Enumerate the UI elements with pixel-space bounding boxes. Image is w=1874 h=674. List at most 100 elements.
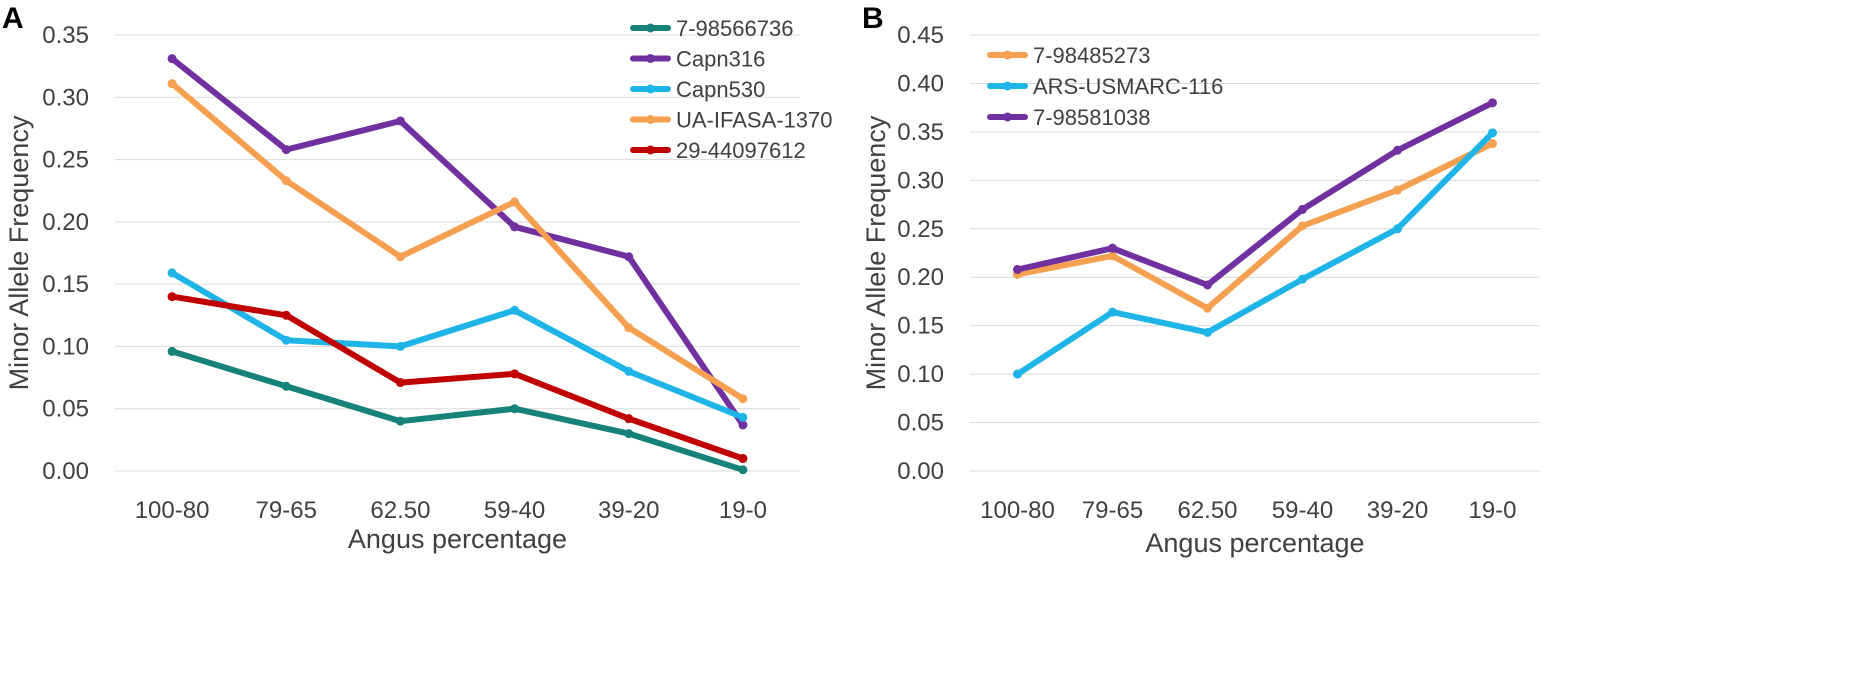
data-point-b-2	[1298, 204, 1307, 214]
y-tick-label-b: 0.00	[897, 458, 944, 485]
data-point-a-1	[510, 222, 520, 232]
data-point-b-0	[1108, 251, 1117, 261]
data-point-a-3	[167, 79, 177, 89]
data-point-a-0	[738, 465, 748, 475]
data-point-b-1	[1203, 327, 1212, 337]
data-point-a-0	[510, 404, 520, 414]
y-tick-label-b: 0.35	[897, 119, 944, 146]
y-tick-label-b: 0.15	[897, 313, 944, 340]
legend-marker-b-1	[1003, 81, 1012, 91]
data-point-a-2	[395, 341, 405, 351]
data-point-b-0	[1298, 221, 1307, 231]
data-point-a-4	[167, 292, 177, 302]
y-axis-title-a: Minor Allele Frequency	[4, 115, 34, 390]
data-point-a-0	[624, 429, 634, 439]
series-a-0	[167, 346, 748, 475]
series-b-0	[1013, 139, 1497, 313]
legend-marker-a-1	[646, 54, 655, 63]
data-point-a-3	[510, 197, 520, 207]
legend-marker-a-3	[646, 115, 655, 124]
series-a-3	[167, 79, 748, 404]
data-point-a-3	[395, 252, 405, 262]
data-point-a-1	[624, 252, 634, 262]
y-tick-label-b: 0.10	[897, 361, 944, 388]
data-point-a-2	[510, 305, 520, 315]
legend-marker-b-0	[1003, 50, 1012, 60]
data-point-a-0	[167, 346, 177, 356]
y-tick-label-a: 0.20	[42, 209, 89, 236]
y-tick-label-a: 0.15	[42, 271, 89, 298]
x-tick-label-a: 62.50	[370, 497, 430, 524]
data-point-b-0	[1488, 139, 1497, 149]
x-tick-label-b: 19-0	[1468, 497, 1516, 524]
data-point-a-2	[738, 412, 748, 422]
data-point-a-4	[281, 310, 291, 320]
legend-label-b-2: 7-98581038	[1033, 105, 1150, 130]
legend-label-a-2: Capn530	[676, 77, 765, 102]
x-tick-label-b: 79-65	[1082, 497, 1143, 524]
data-point-a-0	[281, 381, 291, 391]
data-point-b-1	[1108, 307, 1117, 317]
data-point-b-1	[1013, 369, 1022, 379]
series-line-a-2	[169, 269, 746, 421]
series-line-a-1	[169, 55, 746, 428]
data-point-a-4	[738, 454, 748, 464]
data-point-a-1	[167, 54, 177, 64]
legend-marker-b-2	[1003, 112, 1012, 122]
y-tick-label-a: 0.35	[42, 22, 89, 49]
y-tick-label-b: 0.40	[897, 70, 944, 97]
panel-label-a: A	[2, 2, 24, 35]
y-tick-label-b: 0.20	[897, 264, 944, 291]
data-point-b-0	[1393, 185, 1402, 195]
series-line-a-3	[169, 80, 746, 402]
x-tick-label-a: 39-20	[598, 497, 659, 524]
x-tick-label-a: 19-0	[719, 497, 767, 524]
data-point-a-1	[738, 420, 748, 430]
data-point-b-2	[1488, 98, 1497, 108]
data-point-b-2	[1108, 243, 1117, 253]
x-axis-title-a: Angus percentage	[348, 524, 567, 554]
data-point-a-0	[395, 416, 405, 426]
legend-label-a-4: 29-44097612	[676, 138, 806, 163]
series-line-a-4	[169, 293, 746, 462]
data-point-a-4	[624, 414, 634, 424]
y-tick-label-a: 0.25	[42, 147, 89, 174]
panel-label-b: B	[862, 2, 884, 35]
data-point-b-1	[1298, 274, 1307, 284]
y-tick-label-a: 0.00	[42, 458, 89, 485]
series-line-b-2	[1014, 99, 1496, 288]
data-point-b-2	[1203, 280, 1212, 290]
data-point-b-1	[1393, 224, 1402, 234]
x-tick-label-a: 100-80	[135, 497, 210, 524]
legend-marker-a-0	[646, 23, 655, 33]
data-point-a-4	[510, 369, 520, 379]
legend-label-b-1: ARS-USMARC-116	[1033, 74, 1223, 99]
series-a-1	[167, 54, 748, 430]
legend-label-a-0: 7-98566736	[676, 16, 793, 41]
y-tick-label-b: 0.30	[897, 167, 944, 194]
panel-a: A 0.00 0.05 0.10 0.15 0.20 0.25 0.30 0.35 100-80 7…	[2, 2, 833, 554]
series-line-b-0	[1014, 140, 1496, 312]
series-b-2	[1013, 98, 1497, 290]
data-point-a-1	[281, 145, 291, 155]
x-axis-title-b: Angus percentage	[1145, 528, 1364, 558]
legend-label-a-1: Capn316	[676, 47, 765, 72]
y-tick-label-b: 0.25	[897, 216, 944, 243]
legend-label-b-0: 7-98485273	[1033, 43, 1150, 68]
y-axis-title-b: Minor Allele Frequency	[861, 115, 891, 390]
data-point-a-2	[281, 335, 291, 345]
x-tick-label-b: 62.50	[1177, 497, 1237, 524]
legend-label-a-3: UA-IFASA-1370	[676, 108, 833, 133]
x-tick-label-b: 39-20	[1367, 497, 1428, 524]
x-tick-label-b: 100-80	[980, 497, 1055, 524]
legend-b: 7-98485273 ARS-USMARC-116 7-98581038	[987, 43, 1223, 130]
data-point-a-4	[395, 378, 405, 388]
y-tick-label-b: 0.45	[897, 22, 944, 49]
data-point-b-0	[1203, 303, 1212, 313]
data-point-b-2	[1393, 145, 1402, 155]
y-tick-label-a: 0.10	[42, 333, 89, 360]
data-point-a-2	[624, 366, 634, 376]
series-b-1	[1013, 128, 1497, 379]
series-line-b-1	[1014, 129, 1496, 378]
